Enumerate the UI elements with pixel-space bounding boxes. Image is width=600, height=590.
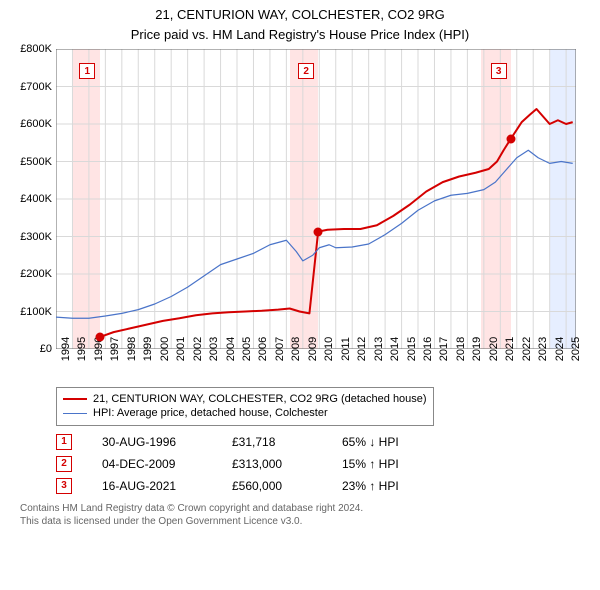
y-tick-label: £300K [20,231,56,243]
sale-row: 2 04-DEC-2009 £313,000 15% ↑ HPI [56,456,590,472]
sale-price: £31,718 [232,435,312,449]
sale-point-dot [95,333,104,342]
legend: 21, CENTURION WAY, COLCHESTER, CO2 9RG (… [56,387,434,426]
x-tick-label: 2020 [484,337,500,361]
x-tick-label: 1999 [138,337,154,361]
legend-label: HPI: Average price, detached house, Colc… [93,406,328,420]
sale-row-marker: 1 [56,434,72,450]
x-tick-label: 2012 [352,337,368,361]
sale-hpi-diff: 65% ↓ HPI [342,435,432,449]
sale-price: £560,000 [232,479,312,493]
sale-row: 1 30-AUG-1996 £31,718 65% ↓ HPI [56,434,590,450]
x-tick-label: 2023 [533,337,549,361]
y-tick-label: £700K [20,81,56,93]
x-tick-label: 2015 [402,337,418,361]
y-tick-label: £500K [20,156,56,168]
x-tick-label: 2006 [253,337,269,361]
x-tick-label: 2005 [237,337,253,361]
x-tick-label: 1997 [105,337,121,361]
x-tick-label: 2021 [500,337,516,361]
sale-date: 30-AUG-1996 [102,435,202,449]
x-tick-label: 2019 [467,337,483,361]
x-tick-label: 2008 [286,337,302,361]
x-tick-label: 2018 [451,337,467,361]
x-tick-label: 1998 [122,337,138,361]
y-tick-label: £400K [20,193,56,205]
sale-date: 16-AUG-2021 [102,479,202,493]
x-tick-label: 1994 [56,337,72,361]
x-tick-label: 2009 [303,337,319,361]
x-tick-label: 2016 [418,337,434,361]
plot-svg [56,49,576,349]
sale-point-dot [314,227,323,236]
sale-row: 3 16-AUG-2021 £560,000 23% ↑ HPI [56,478,590,494]
sale-date: 04-DEC-2009 [102,457,202,471]
sale-marker-2: 2 [298,63,314,79]
footer-line-2: This data is licensed under the Open Gov… [20,515,590,528]
x-tick-label: 2025 [566,337,582,361]
x-tick-label: 2000 [155,337,171,361]
legend-swatch [63,398,87,400]
sale-marker-1: 1 [79,63,95,79]
x-tick-label: 1995 [72,337,88,361]
sale-point-dot [506,135,515,144]
x-tick-label: 2013 [369,337,385,361]
attribution-footer: Contains HM Land Registry data © Crown c… [20,502,590,528]
x-tick-label: 2014 [385,337,401,361]
chart-subtitle: Price paid vs. HM Land Registry's House … [10,26,590,44]
legend-item: HPI: Average price, detached house, Colc… [63,406,427,420]
sale-hpi-diff: 15% ↑ HPI [342,457,432,471]
sale-price: £313,000 [232,457,312,471]
legend-swatch [63,413,87,414]
chart-area: £0£100K£200K£300K£400K£500K£600K£700K£80… [56,49,576,349]
sale-row-marker: 3 [56,478,72,494]
x-tick-label: 2022 [517,337,533,361]
x-tick-label: 2007 [270,337,286,361]
y-tick-label: £0 [40,343,56,355]
x-tick-label: 2010 [319,337,335,361]
y-tick-label: £100K [20,306,56,318]
y-tick-label: £600K [20,118,56,130]
y-tick-label: £800K [20,43,56,55]
sale-marker-3: 3 [491,63,507,79]
y-tick-label: £200K [20,268,56,280]
x-tick-label: 2011 [336,337,352,361]
sale-row-marker: 2 [56,456,72,472]
sales-table: 1 30-AUG-1996 £31,718 65% ↓ HPI 2 04-DEC-2009… [56,434,590,494]
sale-hpi-diff: 23% ↑ HPI [342,479,432,493]
legend-label: 21, CENTURION WAY, COLCHESTER, CO2 9RG (… [93,392,427,406]
x-tick-label: 2024 [550,337,566,361]
chart-container: 21, CENTURION WAY, COLCHESTER, CO2 9RG P… [0,0,600,534]
legend-item: 21, CENTURION WAY, COLCHESTER, CO2 9RG (… [63,392,427,406]
x-tick-label: 2001 [171,337,187,361]
x-tick-label: 2002 [188,337,204,361]
x-tick-label: 2003 [204,337,220,361]
x-tick-label: 2017 [434,337,450,361]
x-tick-label: 2004 [221,337,237,361]
footer-line-1: Contains HM Land Registry data © Crown c… [20,502,590,515]
chart-title: 21, CENTURION WAY, COLCHESTER, CO2 9RG [10,6,590,24]
